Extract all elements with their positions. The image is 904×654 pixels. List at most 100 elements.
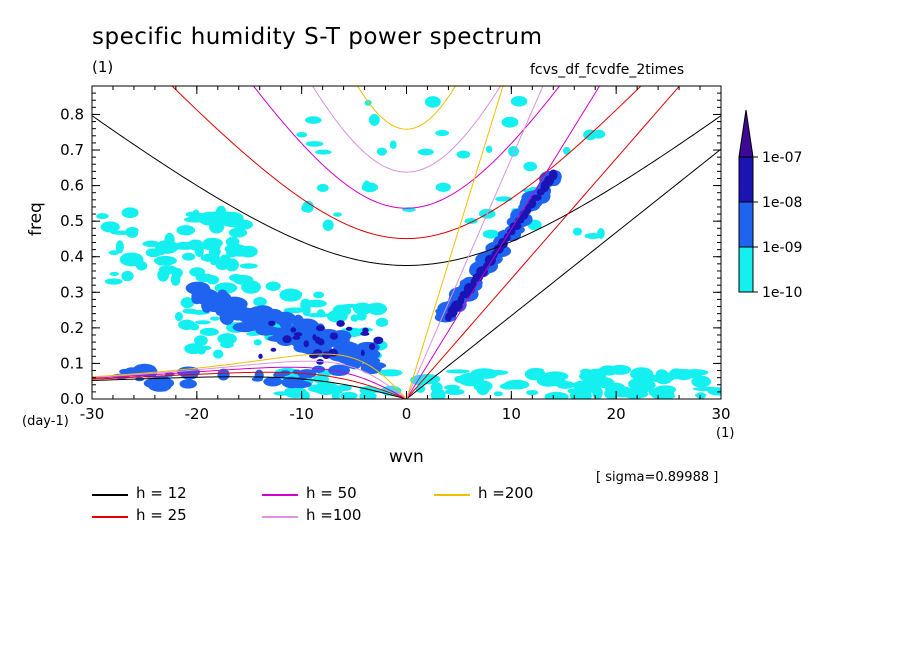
power-patch xyxy=(303,340,309,348)
rossby-curve-200 xyxy=(92,353,407,399)
rossby-curve-50 xyxy=(92,366,407,399)
power-patch xyxy=(315,325,325,332)
power-patch xyxy=(336,320,345,327)
y-tick-label: 0.3 xyxy=(60,283,84,301)
power-patch xyxy=(234,219,254,230)
power-patch xyxy=(174,311,183,322)
power-patch xyxy=(435,130,450,137)
power-patch xyxy=(157,268,170,282)
colorbar-label: 1e-08 xyxy=(762,195,802,211)
power-patch xyxy=(548,169,558,181)
power-patch xyxy=(597,228,605,239)
power-patch xyxy=(143,378,167,389)
gravity-curve-50 xyxy=(252,86,561,209)
power-patch xyxy=(293,332,303,337)
y-tick-label: 0.0 xyxy=(60,390,84,408)
power-patch xyxy=(251,376,263,382)
power-patch xyxy=(176,225,196,236)
kelvin-curve-100 xyxy=(406,86,544,399)
power-patch xyxy=(485,145,493,153)
power-patch xyxy=(430,382,443,393)
power-patch xyxy=(171,267,183,278)
colorbar-top-triangle xyxy=(738,109,754,158)
power-patch xyxy=(361,182,379,193)
power-patch xyxy=(269,327,288,337)
power-patch xyxy=(464,218,478,224)
power-patch xyxy=(302,302,311,317)
power-patch xyxy=(572,227,583,236)
y-tick-label: 0.6 xyxy=(60,177,84,195)
power-patch xyxy=(121,207,139,219)
colorbar-segment xyxy=(738,156,754,203)
kelvin-curve-12 xyxy=(406,148,721,399)
power-patch xyxy=(542,371,569,382)
legend-label: h = 25 xyxy=(136,506,187,524)
power-patch xyxy=(238,245,258,258)
power-patch xyxy=(220,340,234,349)
gravity-curve-100 xyxy=(311,86,502,173)
power-patch xyxy=(368,113,380,126)
legend-swatch xyxy=(92,516,128,518)
power-patch xyxy=(583,371,598,379)
power-patch xyxy=(326,310,348,323)
power-patch xyxy=(322,219,334,231)
power-patch xyxy=(375,317,389,328)
power-patch xyxy=(305,299,327,308)
x-axis-unit-label: (1) xyxy=(716,426,735,441)
gravity-curve-25 xyxy=(171,86,642,240)
rossby-curve-12 xyxy=(92,376,407,399)
axis-ticks: -30 -20 -10 0 10 20 30 0.0 0.1 0.2 0.3 0.4 0.5 0.6 0.7… xyxy=(60,85,731,423)
power-patch xyxy=(109,271,119,276)
power-patch xyxy=(188,344,198,355)
power-patch xyxy=(316,183,329,193)
power-patch xyxy=(328,348,339,357)
power-patch xyxy=(159,257,168,262)
power-patch xyxy=(360,362,382,375)
power-patch xyxy=(180,297,195,309)
power-patch xyxy=(296,132,308,138)
power-patch xyxy=(378,369,403,377)
x-tick-label: -10 xyxy=(289,405,314,423)
power-patch xyxy=(549,378,567,384)
y-tick-label: 0.8 xyxy=(60,105,84,123)
power-patch xyxy=(333,212,342,217)
power-patch xyxy=(362,327,369,334)
colorbar-segment xyxy=(738,246,754,293)
power-patch xyxy=(503,233,511,242)
legend-label: h = 12 xyxy=(136,484,187,502)
power-patch xyxy=(292,335,301,340)
power-patch xyxy=(206,275,220,285)
power-patch xyxy=(345,326,353,331)
power-patch xyxy=(189,267,206,277)
dispersion-curves xyxy=(92,86,721,399)
colorbar-segment xyxy=(738,201,754,248)
power-patch xyxy=(282,335,292,344)
power-patch xyxy=(598,365,619,376)
x-tick-label: -30 xyxy=(80,405,105,423)
power-patch xyxy=(312,333,317,341)
power-patch xyxy=(288,380,312,389)
colorbar-label: 1e-10 xyxy=(762,285,802,301)
power-patch xyxy=(303,322,316,338)
power-patch xyxy=(523,161,538,172)
power-patch xyxy=(493,391,504,397)
power-patch xyxy=(509,221,522,231)
power-patch xyxy=(444,384,461,390)
power-patch xyxy=(646,375,675,383)
legend-swatch xyxy=(92,494,128,496)
power-patch xyxy=(510,95,528,107)
power-patch xyxy=(528,198,537,209)
power-patch xyxy=(274,311,297,327)
y-tick-label: 0.5 xyxy=(60,212,84,230)
power-patch xyxy=(424,96,441,108)
power-patch xyxy=(454,375,464,383)
power-patch xyxy=(692,386,721,392)
power-patch xyxy=(119,252,144,267)
power-patch xyxy=(279,288,303,302)
power-patch xyxy=(179,379,197,389)
power-patch xyxy=(526,390,539,396)
run-name-label: fcvs_df_fcvdfe_2times xyxy=(530,62,685,78)
power-patch xyxy=(694,392,707,398)
power-patch xyxy=(567,388,581,394)
